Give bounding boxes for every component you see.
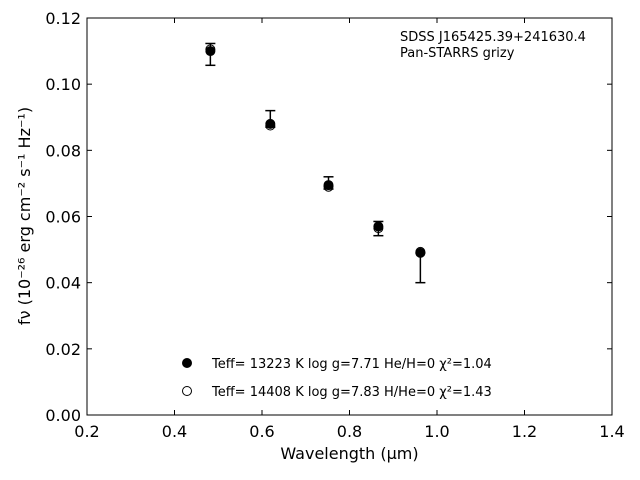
- x-tick-label: 1.4: [599, 422, 624, 441]
- model-point-db: [415, 246, 426, 257]
- annotation-survey: Pan-STARRS grizy: [400, 46, 515, 61]
- y-tick-label: 0.10: [45, 75, 81, 94]
- y-tick-label: 0.06: [45, 208, 81, 227]
- model-point-db: [265, 120, 276, 131]
- plot-frame: [86, 17, 613, 416]
- legend-marker-filled: [182, 358, 192, 368]
- annotation-object-name: SDSS J165425.39+241630.4: [400, 30, 586, 45]
- model-point-db: [323, 181, 334, 192]
- x-axis-label: Wavelength (μm): [280, 444, 418, 463]
- y-axis-label: fν (10⁻²⁶ erg cm⁻² s⁻¹ Hz⁻¹): [15, 107, 34, 325]
- y-axis-ticks: 0.00 0.02 0.04 0.06 0.08 0.10 0.12: [45, 9, 612, 425]
- y-tick-label: 0.08: [45, 141, 81, 160]
- x-tick-label: 1.2: [512, 422, 537, 441]
- x-tick-label: 0.2: [74, 422, 99, 441]
- legend-label-db: Teff= 14408 K log g=7.83 H/He=0 χ²=1.43: [211, 385, 492, 400]
- x-tick-label: 0.6: [249, 422, 274, 441]
- y-tick-label: 0.00: [45, 406, 81, 425]
- y-tick-label: 0.02: [45, 340, 81, 359]
- legend-marker-open: [182, 386, 192, 396]
- x-tick-label: 0.8: [337, 422, 362, 441]
- y-tick-label: 0.12: [45, 9, 81, 28]
- y-tick-label: 0.04: [45, 274, 81, 293]
- error-bars: [205, 42, 426, 284]
- legend-label-da: Teff= 13223 K log g=7.71 He/H=0 χ²=1.04: [211, 357, 492, 372]
- x-tick-label: 0.4: [162, 422, 187, 441]
- x-axis-ticks: 0.2 0.4 0.6 0.8 1.0 1.2 1.4: [74, 18, 625, 441]
- x-tick-label: 1.0: [424, 422, 449, 441]
- model-point-db: [205, 44, 216, 55]
- legend: Teff= 13223 K log g=7.71 He/H=0 χ²=1.04 …: [182, 357, 492, 400]
- data-points: [205, 44, 426, 258]
- model-point-db: [373, 223, 384, 234]
